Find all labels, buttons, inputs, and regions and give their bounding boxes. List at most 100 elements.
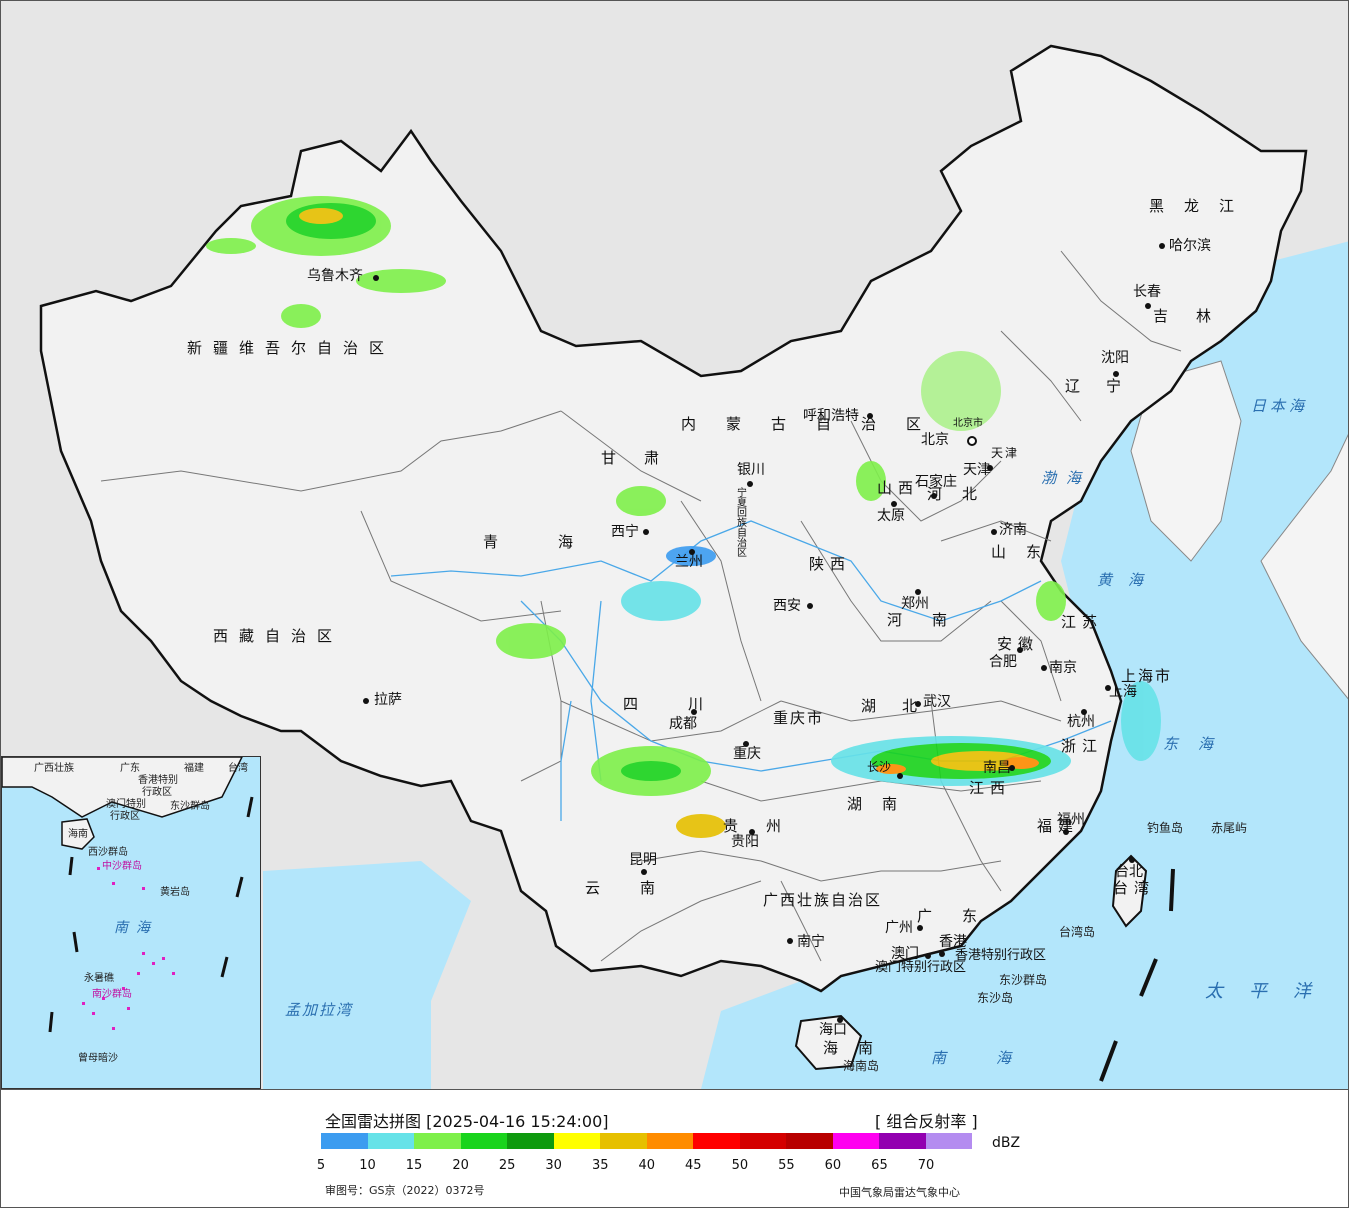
city-marker: [1159, 243, 1165, 249]
city-marker: [373, 275, 379, 281]
city-marker: [867, 413, 873, 419]
city-label: 南昌: [983, 760, 1011, 776]
unit-label: dBZ: [992, 1135, 1021, 1151]
inset-label: 海南: [68, 829, 88, 840]
city-marker: [1113, 371, 1119, 377]
city-label: 海口: [819, 1022, 847, 1038]
city-label: 贵阳: [731, 834, 759, 850]
city-marker: [689, 549, 695, 555]
city-label: 兰州: [675, 554, 703, 570]
city-label: 西安: [773, 598, 801, 614]
city-label: 石家庄: [915, 474, 957, 490]
province-label: 安徽: [997, 635, 1040, 653]
city-marker: [915, 701, 921, 707]
agency-name: 中国气象局雷达气象中心: [839, 1186, 960, 1199]
city-marker: [837, 1017, 843, 1023]
city-marker: [987, 465, 993, 471]
radar-echoes: [206, 196, 1161, 838]
china-radar-map: 广西壮族 广东 福建 台湾 海南 香港特别 行政区 澳门特别 行政区 东沙群岛 …: [1, 1, 1348, 1089]
province-label: 贵州: [723, 817, 810, 835]
island-label: 东沙群岛: [999, 973, 1048, 987]
city-marker: [749, 829, 755, 835]
city-marker: [363, 698, 369, 704]
scale-tick-label: 15: [405, 1158, 423, 1173]
sea-label: 日本海: [1251, 397, 1309, 415]
city-marker: [939, 951, 945, 957]
city-label: 乌鲁木齐: [307, 268, 363, 284]
province-label: 江苏: [1061, 613, 1104, 631]
province-label: 吉林: [1153, 307, 1240, 325]
province-label: 四川: [623, 695, 754, 713]
map-approval-number: 审图号：GS京（2022）0372号: [325, 1184, 485, 1197]
province-label: 河北: [927, 485, 998, 503]
scale-tick-label: 60: [824, 1158, 842, 1173]
inset-label: 西沙群岛: [88, 847, 128, 858]
sea-label: 孟加拉湾: [285, 1001, 354, 1019]
color-scale-segment: [879, 1133, 926, 1149]
city-label: 南宁: [797, 934, 825, 950]
city-marker: [991, 529, 997, 535]
city-marker: [891, 501, 897, 507]
city-label: 呼和浩特: [803, 408, 859, 424]
color-scale-segment: [786, 1133, 833, 1149]
province-label: 重庆市: [773, 709, 825, 727]
sea-label: 渤海: [1041, 469, 1092, 487]
province-label: 广东: [917, 907, 1008, 925]
city-marker: [643, 529, 649, 535]
taiwan-land: [1111, 854, 1148, 928]
sea-label: 太平洋: [1205, 981, 1337, 1002]
city-marker: [925, 953, 931, 959]
inset-label: 福建: [184, 763, 204, 774]
inset-label: 广西壮族: [34, 763, 74, 774]
city-label: 南京: [1049, 660, 1077, 676]
city-marker-changsha: [897, 773, 903, 779]
city-marker: [1017, 647, 1023, 653]
province-label: 新疆维吾尔自治区: [187, 339, 396, 357]
inset-label: 黄岩岛: [160, 887, 190, 898]
scale-tick-label: 20: [452, 1158, 469, 1173]
province-label: 台湾: [1113, 879, 1156, 897]
city-label: 太原: [877, 508, 905, 524]
scale-tick-label: 35: [591, 1158, 609, 1173]
province-label: 湖南: [847, 795, 918, 813]
color-scale-bar: [321, 1133, 972, 1149]
province-label: 上海市: [1121, 667, 1173, 685]
color-scale-segment: [321, 1133, 368, 1149]
province-label: 江西: [969, 779, 1012, 797]
city-marker: [1009, 765, 1015, 771]
inset-label: 东沙群岛: [170, 801, 210, 812]
color-scale-segment: [460, 1133, 507, 1149]
legend-panel: 全国雷达拼图 [2025-04-16 15:24:00] [ 组合反射率 ] d…: [1, 1089, 1348, 1207]
city-marker: [743, 741, 749, 747]
city-label: 北京: [921, 432, 949, 448]
hainan-land: [794, 1014, 863, 1071]
inset-label: 澳门特别: [106, 799, 146, 810]
city-label: 合肥: [989, 654, 1017, 670]
city-label: 西宁: [611, 524, 639, 540]
province-label: 山西: [877, 479, 920, 497]
scale-tick-label: 50: [731, 1158, 749, 1173]
city-label: 福州: [1057, 812, 1085, 828]
city-marker: [807, 603, 813, 609]
inset-label: 中沙群岛: [102, 861, 142, 872]
color-scale-segment: [693, 1133, 740, 1149]
city-label: 香港: [939, 934, 967, 950]
scale-tick-label: 25: [498, 1158, 516, 1173]
province-label: 黑龙江: [1149, 197, 1255, 215]
province-label: 湖北: [861, 697, 944, 715]
province-label: 浙江: [1061, 737, 1104, 755]
sea-label: 东海: [1163, 735, 1234, 753]
city-marker: [787, 938, 793, 944]
product-name: [ 组合反射率 ]: [875, 1112, 978, 1131]
scale-tick-label: 30: [545, 1158, 562, 1173]
boundary-dashes: [1099, 868, 1175, 1082]
province-label: 北京市: [953, 418, 983, 429]
province-label: 云南: [585, 879, 696, 897]
city-marker: [1129, 857, 1135, 863]
color-scale-segment: [925, 1133, 972, 1149]
province-label: 辽宁: [1065, 377, 1148, 395]
city-marker: [747, 481, 753, 487]
bay-of-bengal: [263, 861, 471, 1089]
province-label: 宁夏回族自治区: [737, 488, 747, 559]
